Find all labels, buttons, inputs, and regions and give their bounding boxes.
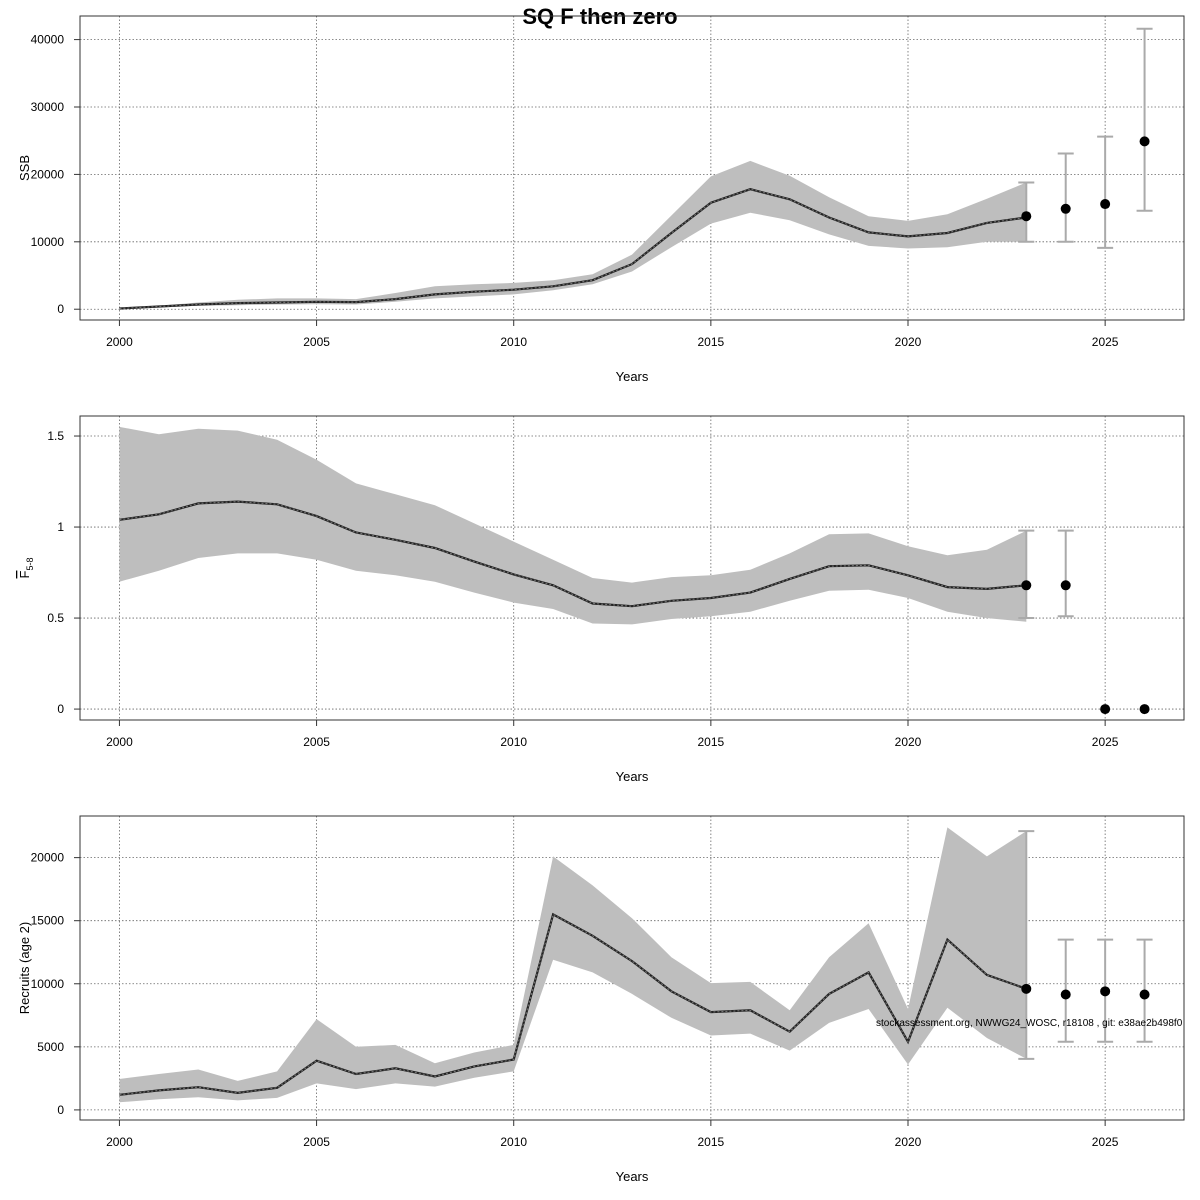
panel-rec: 2000 2005 2010 2015 2020 2025 0 5000 10000 15000 2… <box>17 815 1185 1184</box>
forecast-point-fbar <box>1139 704 1150 715</box>
panel-ssb: 2000 2005 2010 2015 2020 2025 0 10000 20000 30000… <box>17 15 1185 384</box>
x-tick-label-fbar: 2025 <box>1092 735 1119 749</box>
forecast-point-rec <box>1021 983 1032 994</box>
y-tick-label-rec: 10000 <box>31 977 65 991</box>
plot-frame-fbar <box>79 415 1185 721</box>
confidence-band-ssb <box>119 160 1027 309</box>
x-axis-label-ssb: Years <box>616 369 649 384</box>
x-tick-label-ssb: 2015 <box>698 335 725 349</box>
y-axis-label-main-fbar: F <box>17 570 32 578</box>
panel-fbar: 2000 2005 2010 2015 2020 2025 0 0.5 1 1.5 Years F5-… <box>17 415 1185 784</box>
x-tick-label-fbar: 2020 <box>895 735 922 749</box>
forecast-point-fbar <box>1060 580 1071 591</box>
x-tick-label-ssb: 2000 <box>106 335 133 349</box>
x-tick-label-rec: 2020 <box>895 1135 922 1149</box>
forecast-point-ssb <box>1139 136 1150 147</box>
plot-frame-rec <box>79 815 1185 1121</box>
forecast-point-fbar <box>1021 580 1032 591</box>
estimate-line-dots-ssb <box>119 188 1027 309</box>
x-tick-label-fbar: 2010 <box>500 735 527 749</box>
y-tick-label-fbar: 0 <box>57 702 64 716</box>
y-axis-label-rec: Recruits (age 2) <box>17 922 32 1014</box>
y-tick-label-rec: 5000 <box>37 1040 64 1054</box>
forecast-point-fbar <box>1100 704 1111 715</box>
forecast-point-rec <box>1100 986 1111 997</box>
x-tick-label-fbar: 2000 <box>106 735 133 749</box>
y-tick-label-ssb: 0 <box>57 302 64 316</box>
y-axis-label-fbar: F5-8 <box>17 558 35 579</box>
forecast-point-ssb <box>1021 211 1032 222</box>
estimate-line-dots-rec <box>119 913 1027 1096</box>
x-tick-label-rec: 2010 <box>500 1135 527 1149</box>
x-tick-label-ssb: 2020 <box>895 335 922 349</box>
y-tick-label-fbar: 1.5 <box>47 429 64 443</box>
x-tick-label-rec: 2000 <box>106 1135 133 1149</box>
x-tick-label-ssb: 2010 <box>500 335 527 349</box>
y-axis-label-ssb: SSB <box>17 155 32 181</box>
plot-frame-ssb <box>79 15 1185 321</box>
y-tick-label-ssb: 10000 <box>31 235 65 249</box>
y-tick-label-rec: 15000 <box>31 914 65 928</box>
x-tick-label-fbar: 2005 <box>303 735 330 749</box>
y-tick-label-fbar: 0.5 <box>47 611 64 625</box>
forecast-point-ssb <box>1060 203 1071 214</box>
x-tick-label-rec: 2005 <box>303 1135 330 1149</box>
x-tick-label-rec: 2015 <box>698 1135 725 1149</box>
y-tick-label-fbar: 1 <box>57 520 64 534</box>
y-tick-label-ssb: 40000 <box>31 33 65 47</box>
forecast-point-rec <box>1139 989 1150 1000</box>
confidence-band-rec <box>119 827 1027 1103</box>
chart-panels: 2000 2005 2010 2015 2020 20250100002000030000… <box>17 15 1185 1184</box>
estimate-line-ssb <box>119 188 1027 310</box>
forecast-point-ssb <box>1100 199 1111 210</box>
y-tick-label-ssb: 20000 <box>31 167 65 181</box>
x-axis-label-fbar: Years <box>616 769 649 784</box>
x-tick-label-fbar: 2015 <box>698 735 725 749</box>
estimate-line-dots-fbar <box>119 501 1027 607</box>
x-tick-label-ssb: 2005 <box>303 335 330 349</box>
x-tick-label-ssb: 2025 <box>1092 335 1119 349</box>
y-tick-label-rec: 20000 <box>31 851 65 865</box>
y-axis-label-sub-fbar: 5-8 <box>25 558 35 571</box>
x-axis-label-rec: Years <box>616 1169 649 1184</box>
chart-footnote: stockassessment.org, NWWG24_WOSC, r18108… <box>876 1018 1183 1029</box>
y-tick-label-ssb: 30000 <box>31 100 65 114</box>
x-tick-label-rec: 2025 <box>1092 1135 1119 1149</box>
forecast-point-rec <box>1060 989 1071 1000</box>
y-tick-label-rec: 0 <box>57 1103 64 1117</box>
